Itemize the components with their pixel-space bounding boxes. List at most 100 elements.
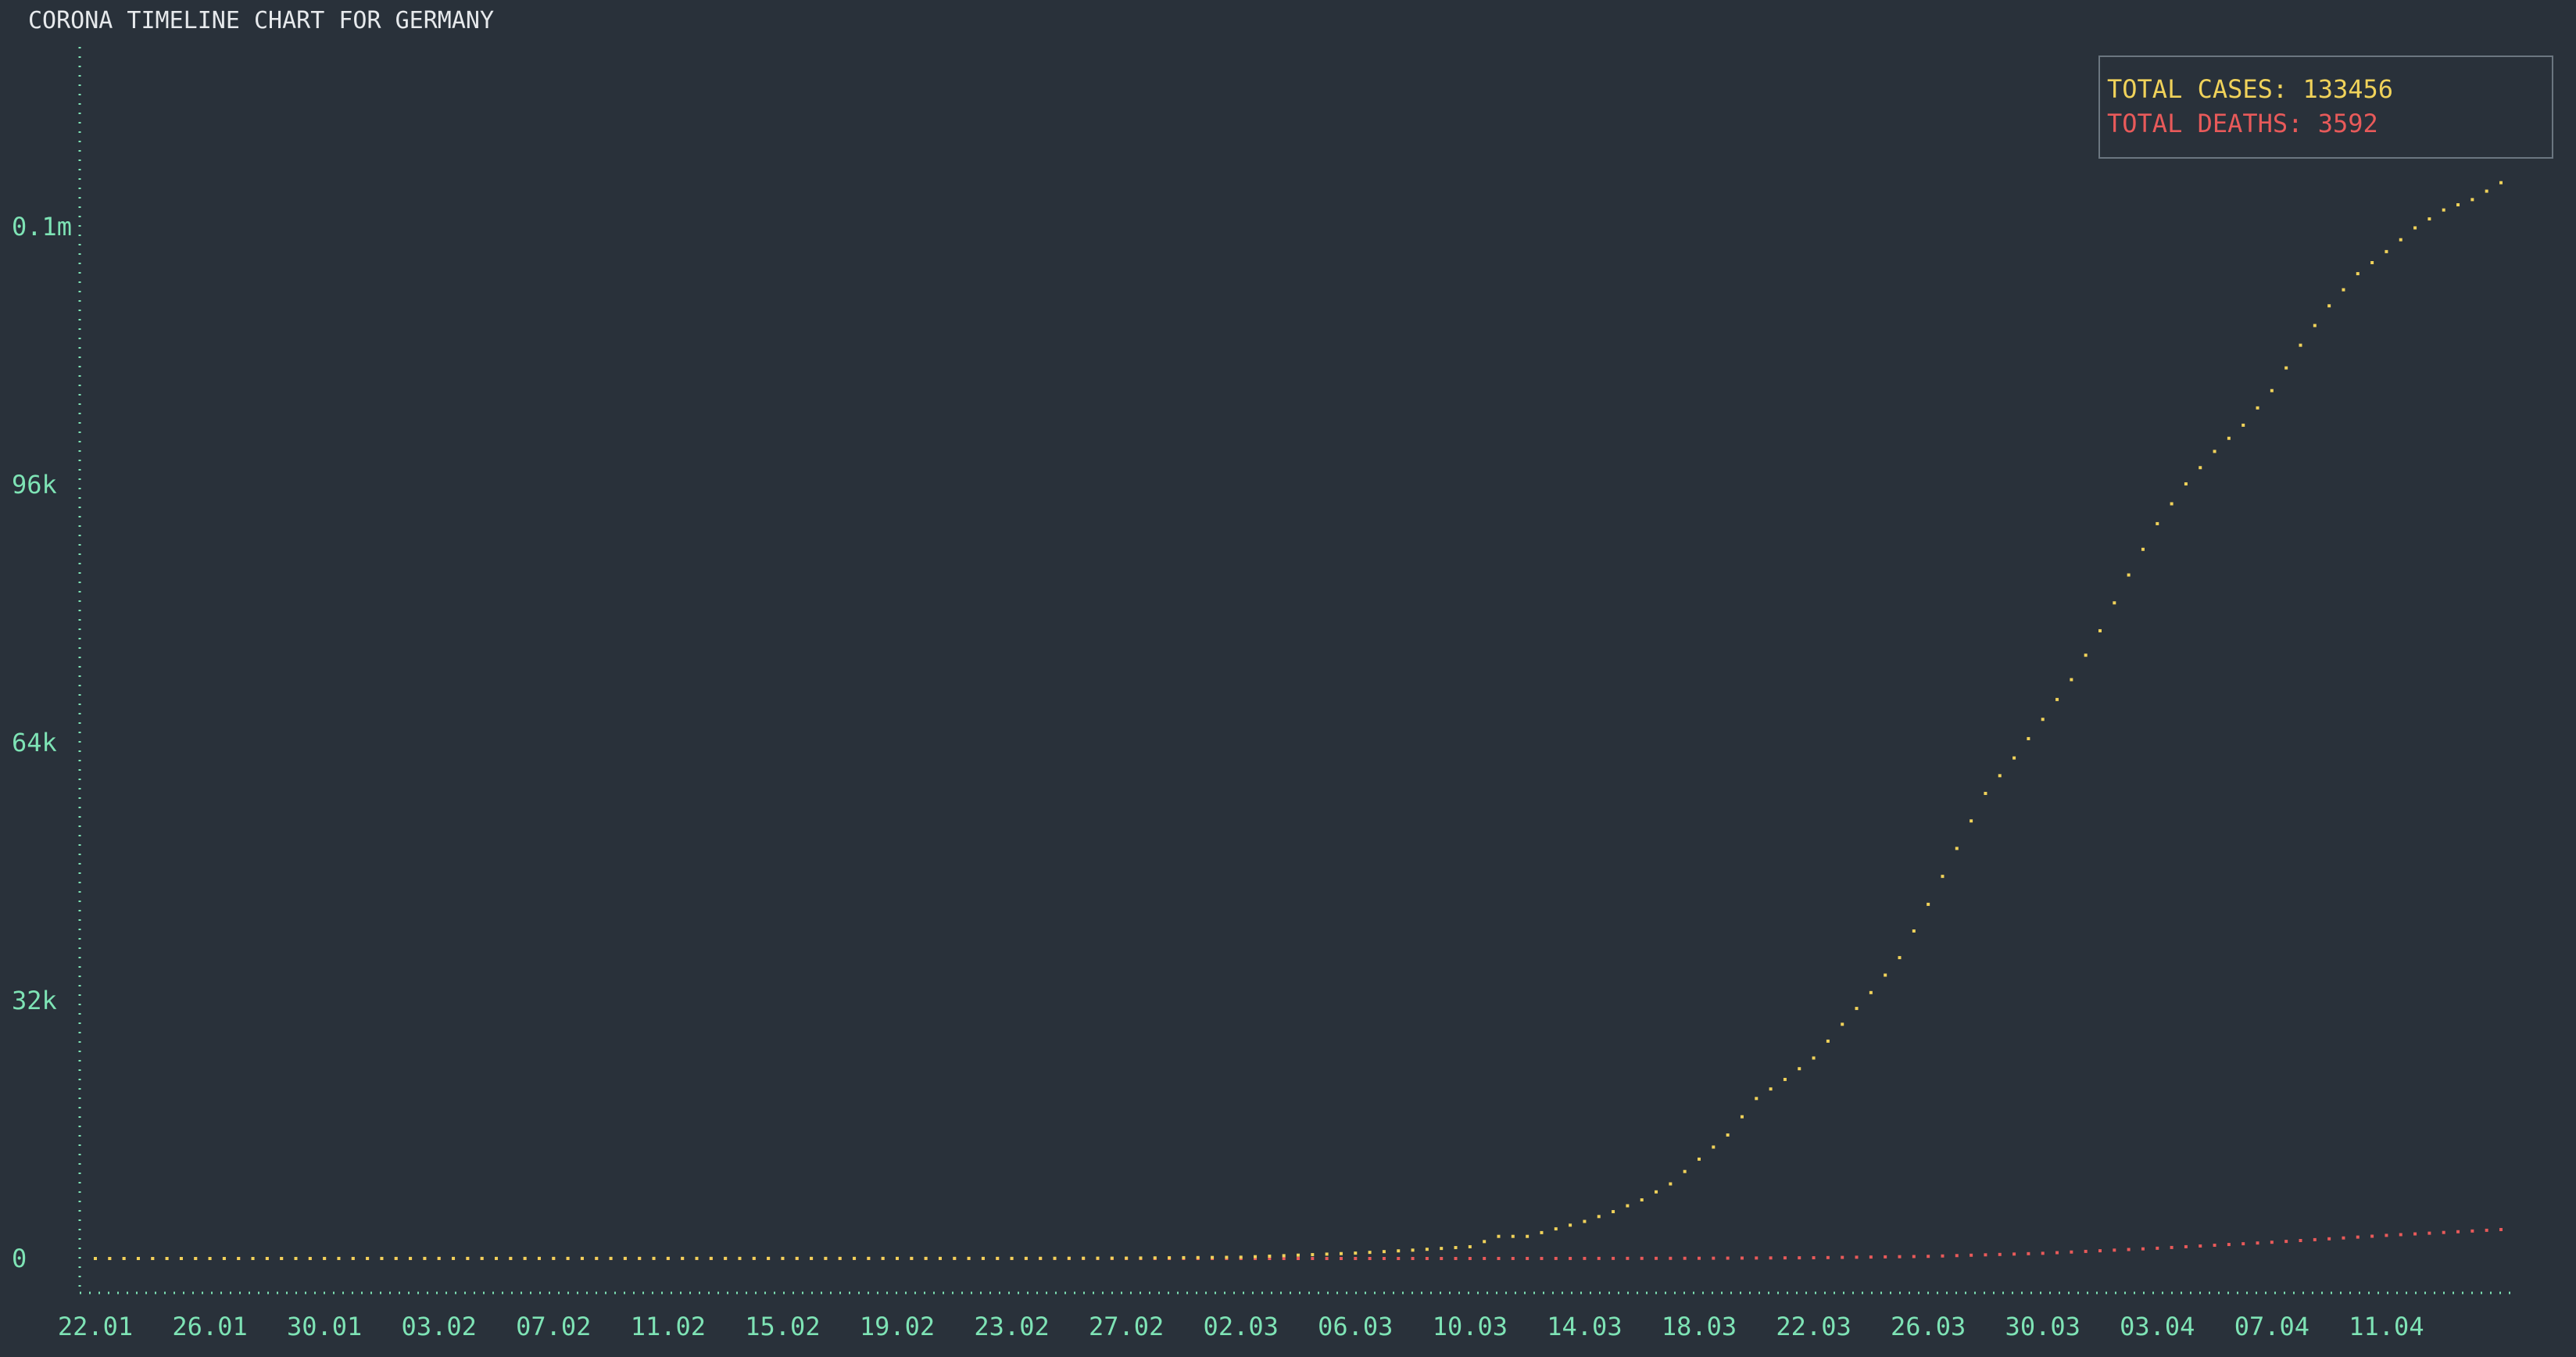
cases-point-1 (108, 1257, 112, 1260)
cases-point-146 (2184, 482, 2188, 486)
deaths-point-128 (1927, 1255, 1930, 1259)
cases-point-35 (595, 1256, 599, 1260)
cases-point-4 (151, 1257, 155, 1260)
deaths-point-166 (2470, 1229, 2474, 1233)
cases-point-38 (638, 1256, 642, 1260)
deaths-point-94 (1440, 1256, 1444, 1260)
deaths-point-156 (2327, 1237, 2331, 1241)
cases-point-149 (2227, 436, 2231, 440)
cases-point-50 (810, 1256, 814, 1260)
cases-point-5 (165, 1257, 169, 1260)
cases-point-84 (1297, 1253, 1300, 1257)
cases-point-86 (1325, 1252, 1329, 1256)
cases-point-24 (437, 1256, 441, 1260)
cases-point-44 (724, 1256, 728, 1260)
y-tick-0: 0 (12, 1244, 27, 1273)
deaths-point-83 (1282, 1257, 1286, 1260)
cases-point-104 (1583, 1219, 1587, 1223)
cases-point-130 (1955, 847, 1959, 850)
cases-point-43 (709, 1256, 713, 1260)
cases-point-79 (1225, 1255, 1229, 1259)
cases-point-151 (2256, 406, 2259, 410)
cases-point-78 (1211, 1255, 1215, 1259)
cases-point-96 (1468, 1244, 1472, 1248)
deaths-point-140 (2098, 1249, 2102, 1253)
x-tick-5: 11.02 (631, 1312, 706, 1341)
cases-point-136 (2041, 718, 2045, 721)
cases-point-160 (2385, 249, 2388, 253)
deaths-point-89 (1368, 1257, 1372, 1260)
y-tick-4: 0.1m (12, 212, 72, 242)
deaths-point-96 (1468, 1256, 1472, 1260)
cases-point-17 (337, 1256, 341, 1260)
deaths-point-144 (2156, 1246, 2159, 1250)
deaths-point-135 (2027, 1251, 2030, 1255)
deaths-point-98 (1497, 1256, 1501, 1260)
cases-point-119 (1798, 1067, 1801, 1071)
cases-point-152 (2270, 388, 2274, 392)
cases-point-10 (237, 1256, 241, 1260)
deaths-point-146 (2184, 1244, 2188, 1248)
cases-series (94, 181, 2503, 1260)
cases-point-88 (1354, 1251, 1358, 1255)
cases-point-164 (2442, 208, 2445, 212)
deaths-point-163 (2428, 1231, 2431, 1235)
cases-point-140 (2098, 628, 2102, 632)
deaths-point-87 (1339, 1257, 1343, 1260)
deaths-point-108 (1640, 1256, 1644, 1260)
deaths-point-115 (1740, 1256, 1744, 1260)
deaths-point-137 (2055, 1251, 2059, 1255)
cases-point-20 (380, 1256, 384, 1260)
cases-point-168 (2499, 181, 2503, 184)
cases-point-110 (1669, 1182, 1673, 1186)
deaths-point-106 (1612, 1256, 1615, 1260)
cases-point-39 (652, 1256, 656, 1260)
deaths-point-149 (2227, 1243, 2231, 1247)
cases-point-49 (795, 1256, 799, 1260)
deaths-point-103 (1569, 1256, 1572, 1260)
x-tick-1: 26.01 (172, 1312, 247, 1341)
cases-point-162 (2413, 226, 2417, 230)
deaths-point-104 (1583, 1256, 1587, 1260)
cases-point-102 (1554, 1227, 1558, 1231)
cases-point-123 (1855, 1007, 1859, 1011)
cases-point-106 (1612, 1210, 1615, 1214)
cases-point-131 (1970, 819, 1973, 823)
cases-point-125 (1884, 973, 1887, 977)
cases-point-76 (1182, 1255, 1186, 1259)
legend: TOTAL CASES: 133456 TOTAL DEATHS: 3592 (2098, 55, 2553, 159)
cases-point-69 (1082, 1256, 1086, 1260)
deaths-point-136 (2041, 1251, 2045, 1255)
deaths-point-88 (1354, 1257, 1358, 1260)
x-tick-15: 22.03 (1776, 1312, 1851, 1341)
legend-total-deaths: TOTAL DEATHS: 3592 (2107, 109, 2378, 138)
deaths-point-84 (1297, 1257, 1300, 1260)
cases-point-82 (1268, 1255, 1272, 1259)
cases-point-9 (222, 1256, 226, 1260)
cases-point-67 (1053, 1256, 1057, 1260)
deaths-point-157 (2342, 1236, 2345, 1240)
deaths-point-155 (2313, 1237, 2317, 1241)
deaths-point-93 (1425, 1256, 1429, 1260)
deaths-point-159 (2370, 1234, 2374, 1238)
deaths-point-132 (1984, 1253, 1987, 1257)
cases-point-167 (2485, 189, 2488, 193)
cases-point-159 (2370, 260, 2374, 264)
cases-point-163 (2428, 217, 2431, 221)
cases-point-121 (1826, 1039, 1830, 1043)
x-tick-0: 22.01 (58, 1312, 133, 1341)
cases-point-36 (609, 1256, 613, 1260)
chart-title: CORONA TIMELINE CHART FOR GERMANY (28, 7, 494, 34)
deaths-point-124 (1869, 1255, 1873, 1259)
deaths-point-162 (2413, 1232, 2417, 1236)
cases-point-21 (394, 1256, 398, 1260)
deaths-point-142 (2127, 1248, 2131, 1251)
cases-point-68 (1067, 1256, 1071, 1260)
cases-point-51 (824, 1256, 828, 1260)
cases-point-0 (94, 1257, 97, 1260)
x-tick-2: 30.01 (287, 1312, 362, 1341)
cases-point-95 (1454, 1246, 1458, 1250)
x-tick-20: 11.04 (2349, 1312, 2424, 1341)
cases-point-158 (2356, 272, 2360, 276)
cases-point-114 (1726, 1133, 1730, 1137)
